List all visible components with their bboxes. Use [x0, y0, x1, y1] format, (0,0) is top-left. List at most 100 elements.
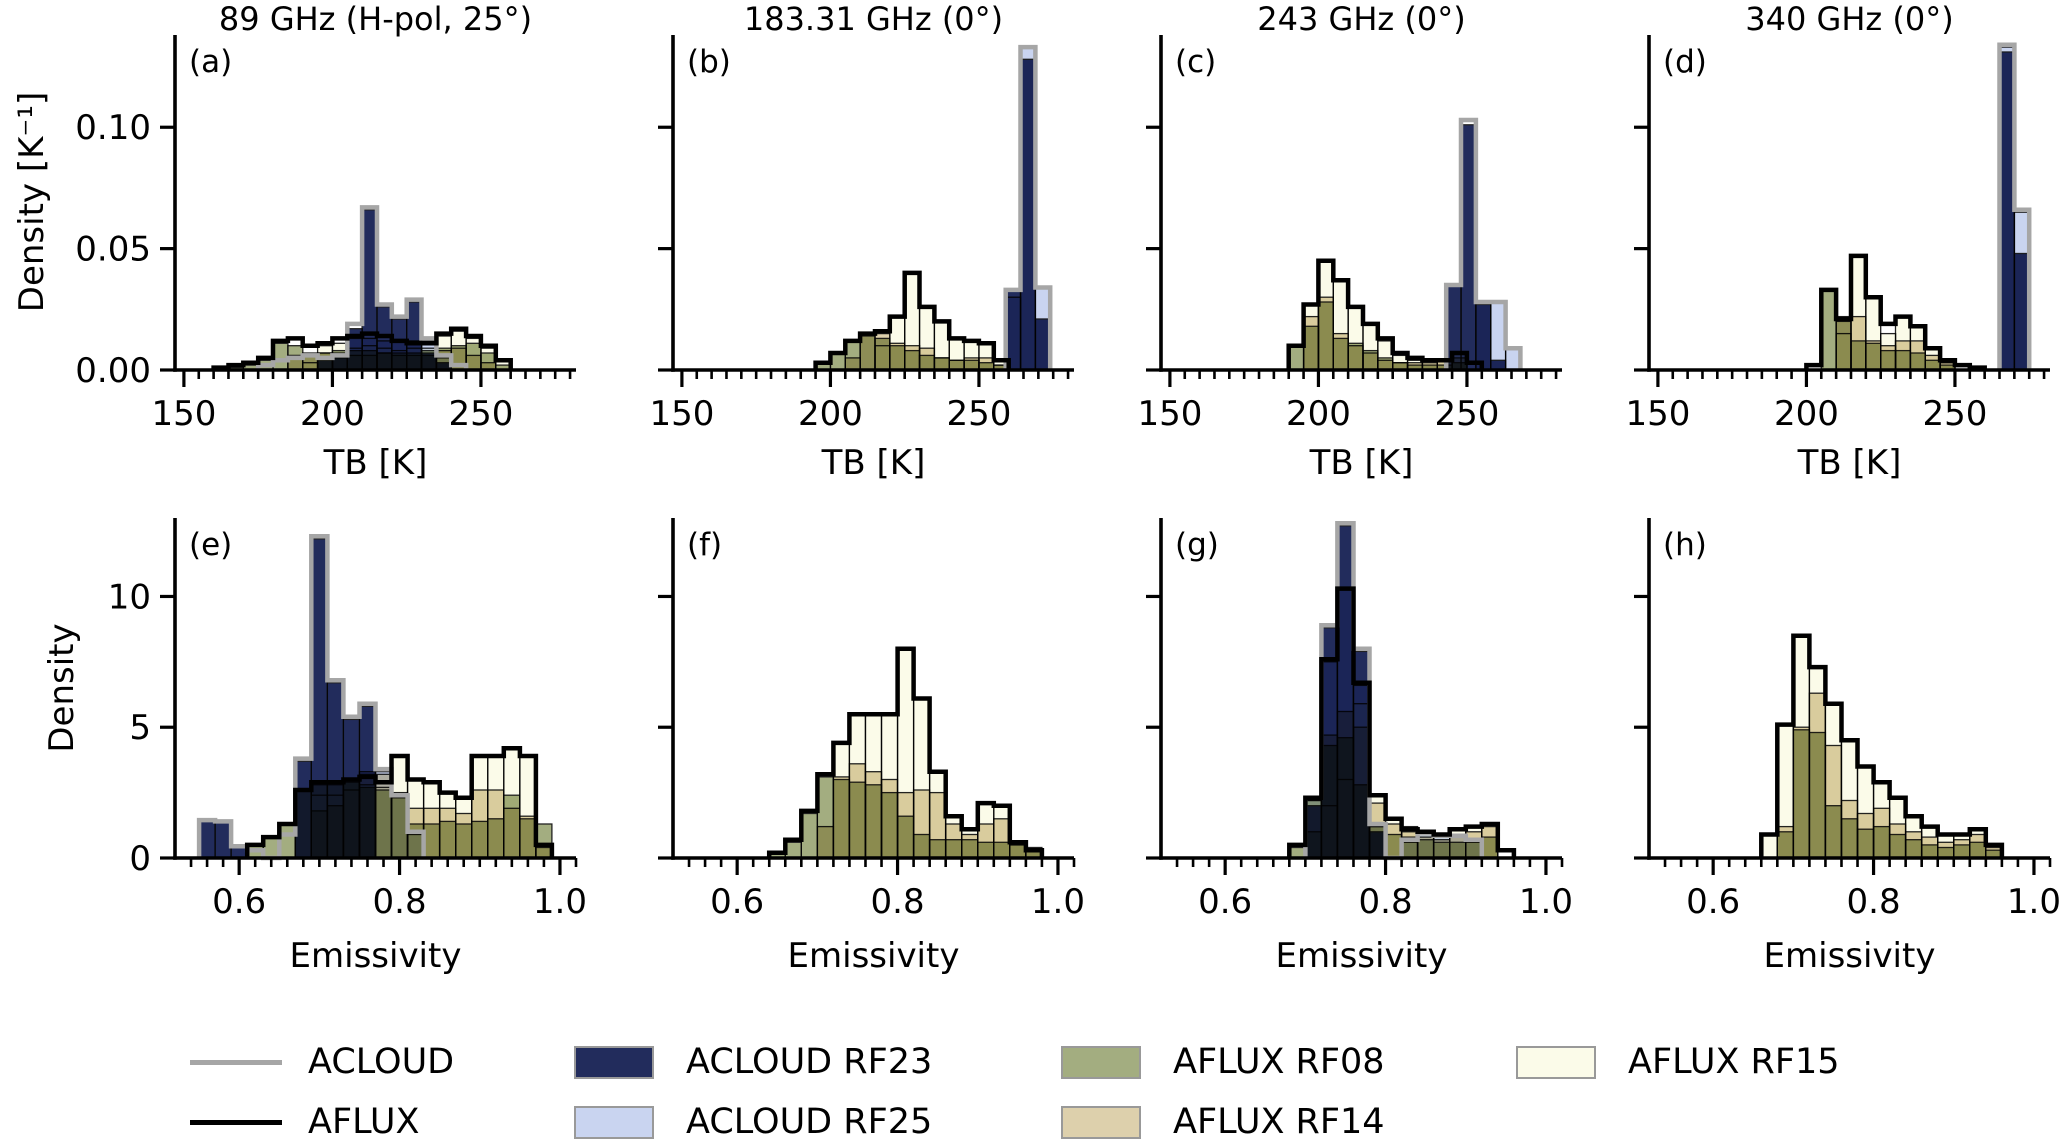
- rf14-patch-swatch: [1055, 1105, 1147, 1139]
- top-row-y-axis-label: Density [K⁻¹]: [12, 91, 52, 313]
- hist-bar-rf25: [1400, 841, 1419, 859]
- x-tick-label: 200: [1286, 394, 1351, 434]
- panel-e: 0.6 0.8 1.0 0 5 10: [108, 518, 587, 922]
- hist-bar-rf15: [864, 713, 883, 859]
- panel-e-letter: (e): [189, 527, 233, 563]
- panel-c-title: 243 GHz (0°): [1257, 0, 1466, 38]
- hist-bar-rf15: [422, 781, 441, 859]
- legend-label: AFLUX RF15: [1628, 1042, 1840, 1082]
- x-tick-label: 250: [448, 394, 513, 434]
- panel-d-letter: (d): [1663, 44, 1707, 80]
- hist-bar-rf25: [1368, 825, 1387, 859]
- aflux-outline: [211, 326, 513, 370]
- x-tick-label: 200: [300, 394, 365, 434]
- hist-series: [1820, 46, 2030, 371]
- hist-bar-rf08: [278, 823, 296, 859]
- x-tick-label: 250: [1434, 394, 1499, 434]
- x-tick-label: 0.6: [710, 882, 764, 922]
- x-tick-label: 1.0: [2007, 882, 2061, 922]
- panel-g-x-axis-label: Emissivity: [1275, 936, 1448, 976]
- y-tick-label: 5: [129, 708, 151, 748]
- x-tick-label: 0.8: [1359, 882, 1413, 922]
- hist-bar-rf15: [880, 713, 899, 859]
- hist-bar-rf15: [896, 648, 915, 859]
- hist-series: [768, 648, 1043, 859]
- hist-bar-rf25: [310, 781, 328, 859]
- hist-bar-rf15: [928, 771, 947, 859]
- x-tick-label: 0.6: [1686, 882, 1740, 922]
- x-tick-label: 1.0: [533, 882, 587, 922]
- x-tick-label: 1.0: [1519, 882, 1573, 922]
- aflux-outline: [1759, 633, 2005, 858]
- hist-bar-rf25: [1416, 833, 1435, 859]
- x-tick-label: 0.8: [1847, 882, 1901, 922]
- rf08-patch-swatch: [1055, 1045, 1147, 1079]
- hist-bar-rf25: [1352, 684, 1371, 859]
- axes: 0.6 0.8 1.0 0 5 10: [108, 518, 587, 922]
- x-tick-label: 250: [946, 394, 1011, 434]
- hist-bar-rf25: [1336, 587, 1355, 859]
- y-tick-label: 0.05: [75, 230, 151, 270]
- hist-bar-rf08: [262, 836, 280, 859]
- hist-bar-rf14: [844, 357, 861, 371]
- hist-bar-rf15: [1824, 703, 1843, 859]
- x-tick-label: 200: [798, 394, 863, 434]
- hist-series: [227, 209, 512, 371]
- panel-a: 150 200 250 0.00 0.05 0.10: [75, 35, 576, 434]
- panel-h: 0.6 0.8 1.0: [1634, 518, 2061, 922]
- hist-bar-rf15: [1481, 823, 1499, 859]
- axes: 150 200 250: [649, 35, 1074, 434]
- x-tick-label: 150: [1137, 394, 1202, 434]
- legend-item-acloud-rf25: ACLOUD RF25: [568, 1100, 932, 1139]
- hist-series: [814, 46, 1051, 371]
- panel-h-x-axis-label: Emissivity: [1763, 936, 1936, 976]
- panel-h-letter: (h): [1663, 527, 1707, 563]
- hist-bar-rf15: [912, 697, 931, 859]
- aflux-line-swatch: [190, 1119, 282, 1125]
- hist-bar-rf25: [390, 797, 409, 859]
- panel-c-x-axis-label: TB [K]: [1309, 443, 1414, 483]
- rf23-patch-swatch: [568, 1045, 660, 1079]
- legend-label: AFLUX: [308, 1102, 420, 1139]
- hist-bar-rf15: [848, 713, 867, 859]
- hist-bar-rf14: [816, 825, 835, 859]
- aflux-outline: [244, 745, 555, 858]
- y-tick-label: 0.10: [75, 108, 151, 148]
- x-tick-label: 0.6: [212, 882, 266, 922]
- hist-bar-rf15: [1776, 723, 1794, 859]
- axes: 150 200 250: [1625, 35, 2050, 434]
- hist-bar-rf15: [1904, 815, 1923, 859]
- panel-f: 0.6 0.8 1.0: [658, 518, 1085, 922]
- axes: 0.6 0.8 1.0: [1634, 518, 2061, 922]
- panel-d-title: 340 GHz (0°): [1745, 0, 1954, 38]
- aflux-outline: [1286, 258, 1485, 370]
- axes: 150 200 250 0.00 0.05 0.10: [75, 35, 576, 434]
- hist-bar-rf15: [1888, 797, 1907, 859]
- hist-bar-rf15: [993, 805, 1011, 859]
- hist-bar-rf15: [1835, 332, 1852, 371]
- hist-bar-rf15: [1856, 765, 1875, 859]
- aflux-outline: [813, 270, 1011, 370]
- hist-bar-rf15: [945, 815, 963, 859]
- hist-bar-rf15: [1969, 828, 1987, 859]
- hist-bar-rf15: [832, 742, 851, 859]
- hist-bar-rf25: [358, 771, 377, 859]
- hist-bar-rf25: [374, 771, 393, 859]
- hist-bar-rf15: [1792, 635, 1811, 859]
- x-tick-label: 150: [649, 394, 714, 434]
- panel-d-x-axis-label: TB [K]: [1797, 443, 1902, 483]
- legend-label: AFLUX RF08: [1173, 1042, 1385, 1082]
- hist-bar-rf25: [342, 778, 361, 859]
- legend-item-aflux-rf15: AFLUX RF15: [1510, 1040, 1840, 1084]
- hist-bar-rf25: [1475, 301, 1492, 371]
- acloud-outline: [1443, 117, 1523, 370]
- legend-label: AFLUX RF14: [1173, 1102, 1385, 1139]
- legend-item-acloud-rf23: ACLOUD RF23: [568, 1040, 932, 1084]
- hist-bar-rf15: [977, 802, 995, 859]
- legend-label: ACLOUD RF25: [686, 1102, 933, 1139]
- panel-c-letter: (c): [1175, 44, 1217, 80]
- hist-bar-rf23: [214, 822, 232, 859]
- hist-bar-rf25: [1465, 841, 1483, 859]
- hist-bar-rf25: [294, 789, 312, 859]
- y-tick-label: 0: [129, 839, 151, 879]
